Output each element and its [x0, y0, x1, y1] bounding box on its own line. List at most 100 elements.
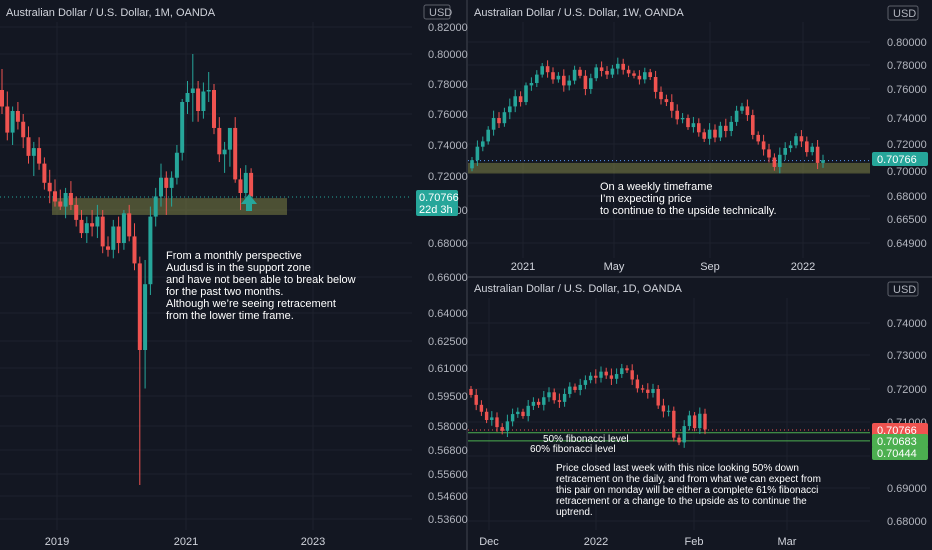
weekly-candle-body[interactable] — [502, 112, 507, 124]
weekly-candle-body[interactable] — [540, 66, 544, 75]
daily-candle-body[interactable] — [666, 410, 671, 412]
weekly-candle-body[interactable] — [556, 75, 561, 80]
weekly-candle-body[interactable] — [481, 141, 485, 147]
weekly-candle-body[interactable] — [815, 146, 820, 163]
weekly-candle-body[interactable] — [761, 141, 766, 150]
weekly-candle-body[interactable] — [697, 123, 701, 133]
daily-candle-body[interactable] — [646, 389, 650, 393]
weekly-time-axis[interactable]: 2021 May Sep 2022 — [511, 261, 815, 273]
daily-candle-body[interactable] — [547, 392, 551, 398]
monthly-candle-body[interactable] — [164, 177, 169, 188]
daily-candle-body[interactable] — [510, 414, 515, 422]
weekly-candle-body[interactable] — [788, 145, 793, 149]
weekly-candle-body[interactable] — [805, 141, 809, 153]
daily-candle-body[interactable] — [656, 389, 660, 406]
monthly-candle-body[interactable] — [68, 193, 73, 205]
monthly-candle-body[interactable] — [222, 149, 227, 155]
weekly-candle-body[interactable] — [648, 72, 652, 77]
monthly-candle-body[interactable] — [10, 111, 15, 133]
daily-candle-body[interactable] — [552, 392, 556, 401]
support-zone-rect[interactable] — [468, 162, 870, 174]
weekly-chart-pane[interactable]: Australian Dollar / U.S. Dollar, 1W, OAN… — [468, 5, 928, 273]
daily-candle-body[interactable] — [635, 379, 640, 389]
weekly-candle-body[interactable] — [610, 68, 615, 75]
monthly-candle-body[interactable] — [233, 127, 238, 180]
monthly-candle-body[interactable] — [47, 182, 52, 192]
weekly-candle-body[interactable] — [810, 146, 814, 153]
monthly-candle-body[interactable] — [31, 148, 36, 156]
monthly-candle-body[interactable] — [249, 172, 254, 197]
weekly-candle-body[interactable] — [659, 91, 663, 100]
weekly-candle-body[interactable] — [653, 77, 658, 92]
monthly-candle-body[interactable] — [217, 127, 222, 155]
daily-candle-body[interactable] — [578, 384, 582, 390]
daily-candle-body[interactable] — [594, 375, 598, 378]
daily-candle-body[interactable] — [614, 374, 619, 379]
daily-candle-body[interactable] — [531, 401, 536, 406]
weekly-candle-body[interactable] — [767, 149, 771, 158]
daily-price-axis[interactable]: USD 0.740000.730000.720000.710000.700000… — [887, 281, 927, 528]
monthly-candle-body[interactable] — [111, 226, 116, 250]
monthly-candle-body[interactable] — [26, 137, 31, 156]
monthly-candle-body[interactable] — [159, 177, 163, 197]
monthly-candle-body[interactable] — [95, 216, 100, 227]
weekly-candle-body[interactable] — [643, 72, 647, 80]
weekly-candle-body[interactable] — [513, 96, 517, 107]
monthly-candle-body[interactable] — [206, 90, 211, 92]
weekly-candle-body[interactable] — [664, 99, 669, 103]
monthly-candle-body[interactable] — [190, 88, 195, 94]
weekly-candle-body[interactable] — [470, 160, 474, 169]
monthly-candle-body[interactable] — [53, 191, 57, 202]
weekly-candle-body[interactable] — [734, 110, 739, 122]
weekly-candle-body[interactable] — [718, 125, 723, 138]
daily-candle-body[interactable] — [542, 397, 546, 405]
weekly-candle-body[interactable] — [599, 67, 604, 71]
monthly-candle-body[interactable] — [132, 236, 137, 264]
daily-candle-body[interactable] — [672, 410, 676, 438]
daily-time-axis[interactable]: Dec 2022 Feb Mar — [479, 536, 797, 548]
daily-candle-body[interactable] — [526, 405, 530, 417]
daily-candle-body[interactable] — [609, 375, 614, 379]
weekly-candle-body[interactable] — [821, 160, 825, 163]
daily-candle-body[interactable] — [573, 386, 577, 390]
weekly-candle-body[interactable] — [799, 136, 804, 142]
daily-candle-body[interactable] — [604, 371, 608, 376]
weekly-candle-body[interactable] — [680, 118, 685, 120]
weekly-candle-body[interactable] — [491, 118, 496, 130]
daily-candle-body[interactable] — [599, 371, 603, 378]
daily-candle-body[interactable] — [474, 394, 478, 405]
daily-candle-body[interactable] — [630, 370, 634, 380]
monthly-candle-body[interactable] — [148, 216, 153, 285]
monthly-candle-body[interactable] — [0, 90, 4, 107]
weekly-candle-body[interactable] — [713, 129, 717, 138]
monthly-candle-body[interactable] — [169, 177, 174, 188]
monthly-candle-body[interactable] — [127, 213, 132, 237]
daily-candle-body[interactable] — [651, 389, 655, 393]
monthly-candle-body[interactable] — [84, 223, 89, 234]
weekly-candle-body[interactable] — [535, 74, 539, 83]
weekly-candle-body[interactable] — [545, 66, 550, 73]
daily-candle-body[interactable] — [516, 411, 520, 415]
weekly-candle-body[interactable] — [518, 96, 523, 103]
daily-candle-body[interactable] — [698, 413, 702, 429]
daily-candle-body[interactable] — [583, 380, 588, 385]
weekly-candle-body[interactable] — [772, 157, 777, 167]
weekly-candle-body[interactable] — [529, 83, 534, 86]
weekly-candle-body[interactable] — [756, 134, 760, 142]
daily-candle-body[interactable] — [500, 427, 504, 431]
weekly-candle-body[interactable] — [551, 72, 555, 80]
daily-candle-body[interactable] — [568, 386, 572, 394]
pane-divider-vertical[interactable] — [466, 0, 468, 550]
daily-candle-body[interactable] — [677, 437, 681, 443]
daily-candle-body[interactable] — [536, 401, 541, 405]
daily-candle-body[interactable] — [479, 404, 484, 412]
monthly-candle-body[interactable] — [21, 121, 26, 138]
daily-candle-body[interactable] — [505, 421, 510, 431]
weekly-candle-body[interactable] — [691, 123, 696, 128]
monthly-candle-body[interactable] — [74, 204, 79, 220]
monthly-candle-body[interactable] — [58, 201, 63, 207]
weekly-candle-body[interactable] — [497, 118, 501, 124]
monthly-candle-body[interactable] — [196, 88, 201, 112]
pane-divider-horizontal[interactable] — [468, 276, 932, 278]
daily-candle-body[interactable] — [682, 426, 686, 443]
